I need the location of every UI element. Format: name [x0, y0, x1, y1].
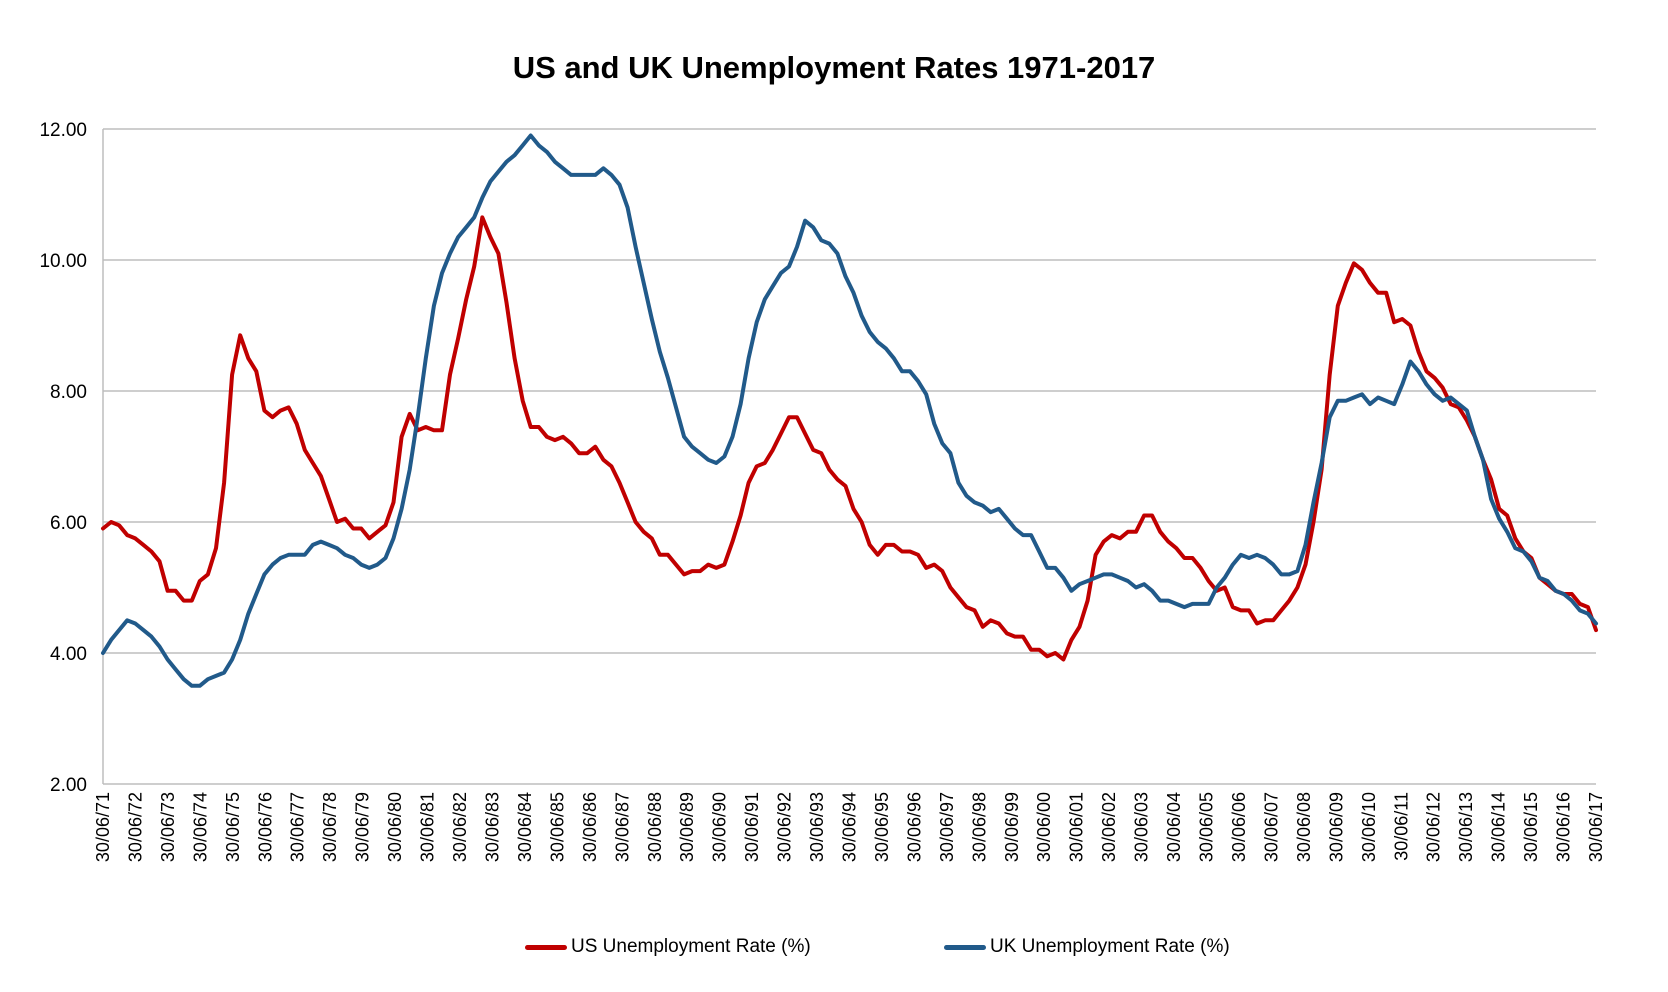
y-tick-label: 10.00	[39, 251, 87, 272]
x-tick-label: 30/06/88	[645, 792, 665, 862]
x-tick-label: 30/06/16	[1554, 792, 1574, 862]
x-tick-label: 30/06/01	[1067, 792, 1087, 862]
chart-title: US and UK Unemployment Rates 1971-2017	[512, 50, 1156, 85]
x-tick-label: 30/06/11	[1391, 792, 1411, 861]
x-tick-label: 30/06/78	[320, 792, 340, 862]
legend-swatch-us	[525, 944, 567, 950]
x-tick-label: 30/06/93	[807, 792, 827, 862]
x-tick-label: 30/06/13	[1456, 792, 1476, 862]
x-tick-label: 30/06/80	[385, 792, 405, 862]
x-tick-label: 30/06/85	[547, 792, 567, 862]
x-tick-label: 30/06/04	[1164, 792, 1184, 862]
legend-label-uk: UK Unemployment Rate (%)	[990, 936, 1230, 957]
legend: US Unemployment Rate (%) UK Unemployment…	[0, 936, 1668, 966]
x-tick-label: 30/06/79	[353, 792, 373, 862]
x-tick-label: 30/06/05	[1197, 792, 1217, 862]
x-tick-label: 30/06/92	[775, 792, 795, 862]
x-tick-label: 30/06/02	[1099, 792, 1119, 862]
x-tick-label: 30/06/95	[872, 792, 892, 862]
x-tick-label: 30/06/84	[515, 792, 535, 862]
x-tick-label: 30/06/82	[450, 792, 470, 862]
y-axis: 2.00 4.00 6.00 8.00 10.00 12.00	[39, 120, 104, 796]
x-tick-label: 30/06/10	[1359, 792, 1379, 862]
x-tick-label: 30/06/06	[1229, 792, 1249, 862]
x-tick-label: 30/06/86	[580, 792, 600, 862]
x-tick-label: 30/06/83	[482, 792, 502, 862]
legend-swatch-uk	[944, 944, 986, 950]
x-tick-label: 30/06/97	[937, 792, 957, 862]
x-tick-label: 30/06/99	[1002, 792, 1022, 862]
y-tick-label: 2.00	[50, 775, 87, 796]
x-tick-label: 30/06/94	[840, 792, 860, 862]
y-tick-label: 6.00	[50, 513, 87, 534]
x-tick-label: 30/06/96	[904, 792, 924, 862]
x-tick-label: 30/06/71	[93, 792, 113, 862]
x-tick-label: 30/06/15	[1521, 792, 1541, 862]
x-tick-label: 30/06/08	[1294, 792, 1314, 862]
x-tick-label: 30/06/90	[710, 792, 730, 862]
x-tick-label: 30/06/87	[612, 792, 632, 862]
legend-item-uk: UK Unemployment Rate (%)	[944, 936, 1230, 958]
x-tick-label: 30/06/81	[418, 792, 438, 862]
x-tick-label: 30/06/89	[677, 792, 697, 862]
y-tick-label: 8.00	[50, 382, 87, 403]
legend-label-us: US Unemployment Rate (%)	[571, 936, 811, 957]
y-tick-label: 12.00	[39, 120, 87, 141]
x-tick-label: 30/06/91	[742, 792, 762, 862]
x-tick-label: 30/06/03	[1132, 792, 1152, 862]
x-tick-label: 30/06/00	[1034, 792, 1054, 862]
x-tick-label: 30/06/75	[223, 792, 243, 862]
x-tick-label: 30/06/17	[1586, 792, 1606, 862]
x-tick-label: 30/06/72	[125, 792, 145, 862]
x-tick-label: 30/06/77	[288, 792, 308, 862]
x-tick-label: 30/06/14	[1489, 792, 1509, 862]
series-line-uk	[101, 133, 1598, 688]
y-tick-label: 4.00	[50, 644, 87, 665]
series-lines	[101, 133, 1598, 688]
x-axis: 30/06/71 30/06/72 30/06/73 30/06/74 30/06/75…	[93, 792, 1606, 862]
x-tick-label: 30/06/76	[255, 792, 275, 862]
series-line-us	[101, 215, 1598, 662]
legend-item-us: US Unemployment Rate (%)	[525, 936, 811, 958]
x-tick-label: 30/06/07	[1261, 792, 1281, 862]
x-tick-label: 30/06/98	[969, 792, 989, 862]
x-tick-label: 30/06/74	[190, 792, 210, 862]
x-tick-label: 30/06/12	[1424, 792, 1444, 862]
gridlines	[103, 128, 1596, 785]
x-tick-label: 30/06/09	[1326, 792, 1346, 862]
x-tick-label: 30/06/73	[158, 792, 178, 862]
